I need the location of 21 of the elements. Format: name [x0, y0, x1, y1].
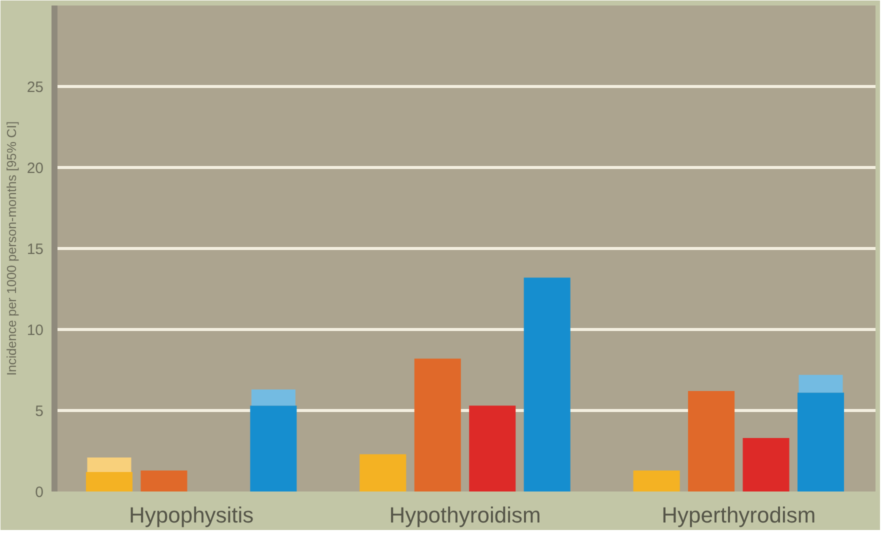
bar: [688, 391, 735, 492]
y-axis-title: Incidence per 1000 person-months [95% CI]: [4, 121, 19, 376]
bar: [360, 454, 406, 492]
bar: [633, 470, 680, 492]
bar: [140, 470, 188, 492]
y-tick-label: 15: [26, 241, 44, 258]
y-tick-label: 20: [26, 160, 44, 177]
x-tick-label: Hypothyroidism: [389, 502, 541, 528]
y-tick-label: 0: [35, 484, 44, 501]
bar: [250, 406, 297, 492]
x-tick-label: Hypophysitis: [128, 502, 254, 528]
bar: [742, 438, 790, 492]
bar: [524, 278, 570, 492]
y-tick-label: 25: [26, 79, 44, 96]
y-tick-label: 5: [35, 403, 44, 420]
bar: [798, 392, 844, 492]
bar: [414, 358, 461, 492]
x-tick-label: Hyperthyrodism: [662, 502, 816, 528]
y-tick-label: 10: [26, 322, 44, 339]
bar: [469, 406, 516, 492]
bar: [86, 472, 132, 492]
